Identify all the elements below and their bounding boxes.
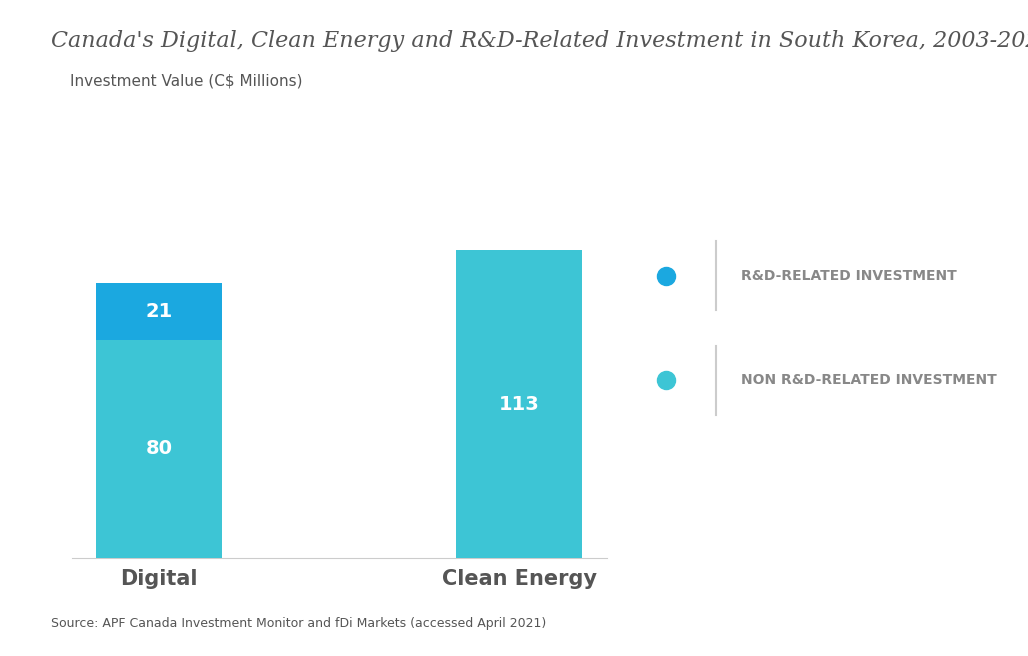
Text: 21: 21 — [146, 302, 173, 321]
Text: NON R&D-RELATED INVESTMENT: NON R&D-RELATED INVESTMENT — [741, 373, 997, 388]
Text: Source: APF Canada Investment Monitor and fDi Markets (accessed April 2021): Source: APF Canada Investment Monitor an… — [51, 617, 547, 630]
Bar — [97, 340, 222, 558]
Bar — [97, 283, 222, 340]
Text: 113: 113 — [499, 394, 540, 413]
Text: Investment Value (C$ Millions): Investment Value (C$ Millions) — [70, 74, 303, 89]
Text: 80: 80 — [146, 440, 173, 459]
Bar — [456, 251, 582, 558]
Text: Canada's Digital, Clean Energy and R&D-Related Investment in South Korea, 2003-2: Canada's Digital, Clean Energy and R&D-R… — [51, 30, 1028, 52]
Text: R&D-RELATED INVESTMENT: R&D-RELATED INVESTMENT — [741, 268, 957, 283]
